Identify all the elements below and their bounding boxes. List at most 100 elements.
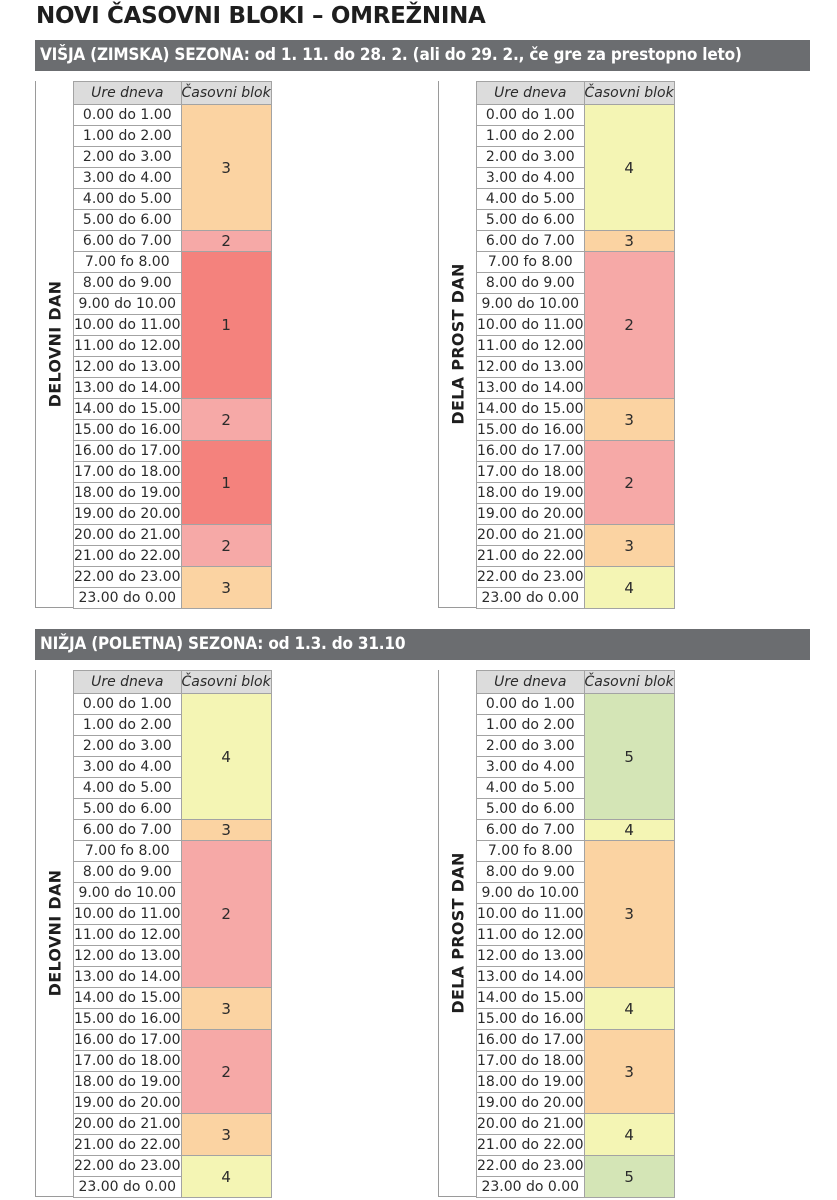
table-row: 23.00 do 0.00 [73, 587, 272, 609]
table-row: 12.00 do 13.00 [73, 945, 272, 967]
header-row: Ure dneva Časovni blok [73, 670, 272, 694]
time-block-cell: 3 [180, 104, 272, 231]
table-row: 20.00 do 21.00 4 [476, 1113, 675, 1156]
hour-cell: 0.00 do 1.00 [73, 104, 182, 126]
hour-cell: 20.00 do 21.00 [73, 524, 182, 546]
time-block-table: Ure dneva Časovni blok 0.00 do 1.00 3 1.00 d… [73, 81, 272, 609]
hour-cell: 21.00 do 22.00 [73, 545, 182, 567]
time-block-cell: 4 [180, 693, 272, 820]
day-type-text: DELA PROST DAN [448, 852, 467, 1014]
time-block-cell: 4 [583, 819, 675, 841]
table-row: 19.00 do 20.00 [476, 503, 675, 525]
hour-cell: 16.00 do 17.00 [476, 440, 585, 462]
hour-cell: 11.00 do 12.00 [73, 335, 182, 357]
hour-cell: 22.00 do 23.00 [476, 566, 585, 588]
hour-cell: 9.00 do 10.00 [73, 293, 182, 315]
hour-cell: 15.00 do 16.00 [476, 1008, 585, 1030]
table-row: 11.00 do 12.00 [73, 335, 272, 357]
time-block-cell: 3 [583, 398, 675, 441]
season-header: VIŠJA (ZIMSKA) SEZONA: od 1. 11. do 28. … [35, 40, 810, 71]
hour-cell: 2.00 do 3.00 [476, 146, 585, 168]
hour-cell: 18.00 do 19.00 [73, 482, 182, 504]
column-header-hours: Ure dneva [73, 670, 182, 694]
day-type-text: DELOVNI DAN [45, 869, 64, 997]
table-row: 9.00 do 10.00 [73, 882, 272, 904]
time-block-table: Ure dneva Časovni blok 0.00 do 1.00 4 1.00 d… [73, 670, 272, 1198]
hour-cell: 12.00 do 13.00 [476, 945, 585, 967]
hour-cell: 2.00 do 3.00 [73, 146, 182, 168]
hour-cell: 9.00 do 10.00 [73, 882, 182, 904]
season-header: NIŽJA (POLETNA) SEZONA: od 1.3. do 31.10 [35, 629, 810, 660]
hour-cell: 22.00 do 23.00 [73, 1155, 182, 1177]
table-row: 5.00 do 6.00 [73, 209, 272, 231]
column-header-hours: Ure dneva [476, 670, 585, 694]
table-row: 22.00 do 23.00 4 [73, 1155, 272, 1198]
time-block-cell: 2 [180, 524, 272, 567]
table-row: 3.00 do 4.00 [73, 756, 272, 778]
column-header-block: Časovni blok [583, 670, 675, 694]
time-block-cell: 3 [180, 819, 272, 841]
table-row: 18.00 do 19.00 [73, 482, 272, 504]
hour-cell: 8.00 do 9.00 [73, 272, 182, 294]
table-row: 7.00 fo 8.00 2 [476, 251, 675, 399]
hour-cell: 14.00 do 15.00 [73, 987, 182, 1009]
hour-cell: 3.00 do 4.00 [476, 167, 585, 189]
hour-cell: 4.00 do 5.00 [73, 188, 182, 210]
day-type-label: DELA PROST DAN [438, 81, 476, 608]
hour-cell: 11.00 do 12.00 [476, 335, 585, 357]
time-block-cell: 2 [583, 440, 675, 525]
hour-cell: 7.00 fo 8.00 [73, 840, 182, 862]
table-row: 0.00 do 1.00 5 [476, 693, 675, 820]
table-row: 12.00 do 13.00 [476, 356, 675, 378]
table-row: 21.00 do 22.00 [73, 1134, 272, 1156]
header-row: Ure dneva Časovni blok [476, 81, 675, 105]
time-block-cell: 3 [583, 1029, 675, 1114]
hour-cell: 6.00 do 7.00 [73, 819, 182, 841]
table-row: 13.00 do 14.00 [476, 377, 675, 399]
hour-cell: 12.00 do 13.00 [476, 356, 585, 378]
time-block-cell: 3 [180, 566, 272, 609]
table-row: 18.00 do 19.00 [73, 1071, 272, 1093]
hour-cell: 20.00 do 21.00 [476, 524, 585, 546]
hour-cell: 21.00 do 22.00 [73, 1134, 182, 1156]
table-row: 23.00 do 0.00 [476, 1176, 675, 1198]
hour-cell: 23.00 do 0.00 [476, 1176, 585, 1198]
hour-cell: 20.00 do 21.00 [476, 1113, 585, 1135]
table-row: 16.00 do 17.00 3 [476, 1029, 675, 1114]
table-row: 23.00 do 0.00 [73, 1176, 272, 1198]
time-block-table: Ure dneva Časovni blok 0.00 do 1.00 5 1.00 d… [476, 670, 675, 1198]
table-row: 10.00 do 11.00 [73, 314, 272, 336]
table-row: 19.00 do 20.00 [73, 1092, 272, 1114]
hour-cell: 19.00 do 20.00 [476, 503, 585, 525]
table-row: 9.00 do 10.00 [476, 293, 675, 315]
table-row: 7.00 fo 8.00 1 [73, 251, 272, 399]
table-row: 14.00 do 15.00 3 [476, 398, 675, 441]
time-block-cell: 4 [583, 1113, 675, 1156]
table-row: 15.00 do 16.00 [476, 1008, 675, 1030]
hour-cell: 7.00 fo 8.00 [476, 840, 585, 862]
table-row: 9.00 do 10.00 [476, 882, 675, 904]
hour-cell: 4.00 do 5.00 [73, 777, 182, 799]
hour-cell: 14.00 do 15.00 [476, 398, 585, 420]
table-row: 19.00 do 20.00 [73, 503, 272, 525]
hour-cell: 19.00 do 20.00 [73, 1092, 182, 1114]
time-block-cell: 1 [180, 440, 272, 525]
hour-cell: 5.00 do 6.00 [73, 798, 182, 820]
table-row: 22.00 do 23.00 5 [476, 1155, 675, 1198]
time-block-table: Ure dneva Časovni blok 0.00 do 1.00 4 1.00 d… [476, 81, 675, 609]
hour-cell: 7.00 fo 8.00 [73, 251, 182, 273]
hour-cell: 5.00 do 6.00 [476, 209, 585, 231]
table-row: 8.00 do 9.00 [73, 272, 272, 294]
hour-cell: 12.00 do 13.00 [73, 945, 182, 967]
hour-cell: 1.00 do 2.00 [476, 714, 585, 736]
hour-cell: 4.00 do 5.00 [476, 777, 585, 799]
time-block-cell: 4 [180, 1155, 272, 1198]
table-row: 13.00 do 14.00 [73, 377, 272, 399]
hour-cell: 9.00 do 10.00 [476, 882, 585, 904]
hour-cell: 6.00 do 7.00 [476, 230, 585, 252]
hour-cell: 10.00 do 11.00 [476, 314, 585, 336]
table-row: 22.00 do 23.00 4 [476, 566, 675, 609]
hour-cell: 11.00 do 12.00 [476, 924, 585, 946]
table-row: 21.00 do 22.00 [476, 545, 675, 567]
day-type-text: DELA PROST DAN [448, 263, 467, 425]
